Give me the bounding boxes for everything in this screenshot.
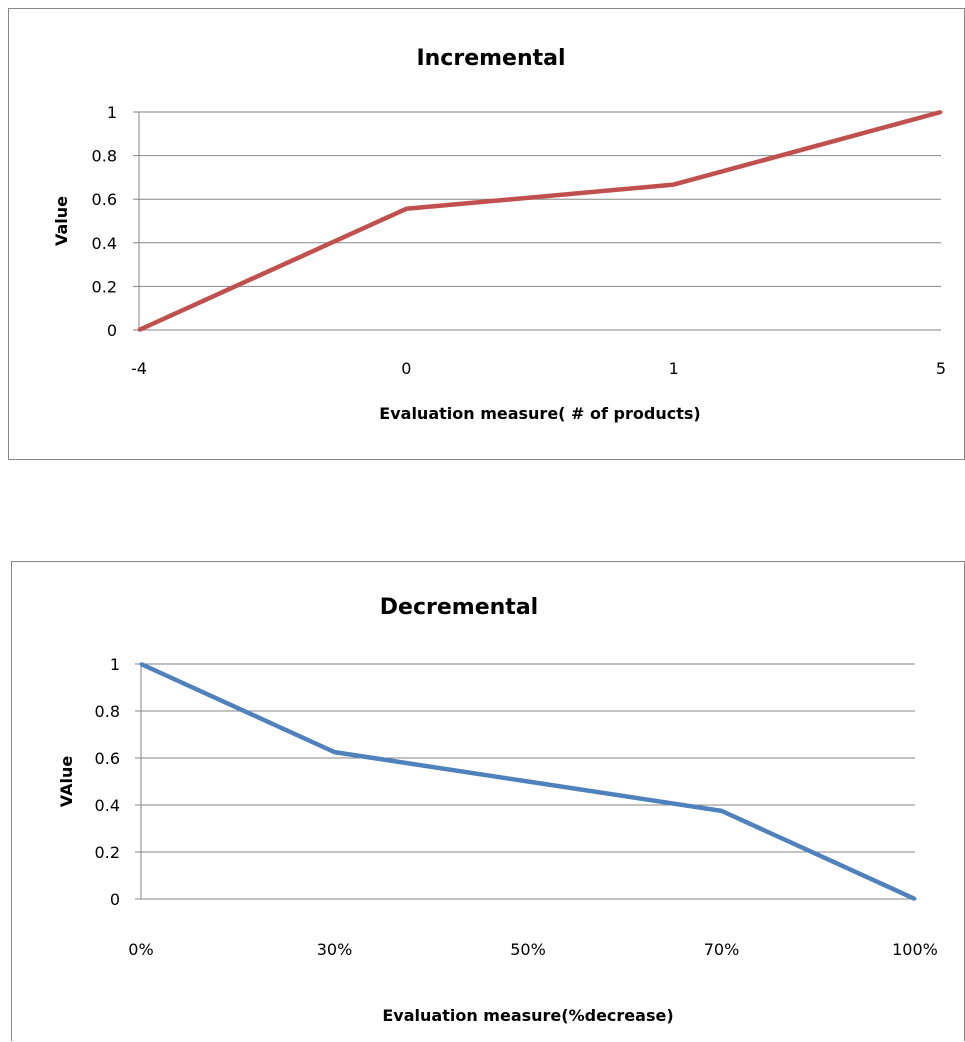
incremental-x-tick-label: -4 — [131, 359, 147, 378]
decremental-y-tick-label: 0 — [110, 890, 120, 909]
incremental-data-point — [137, 328, 141, 332]
decremental-y-tick-label: 0.8 — [95, 702, 120, 721]
decremental-chart-svg: Decremental 0 0.2 0.4 0.6 0.8 1 0% 30% 50% 70% 100%… — [57, 595, 938, 1025]
incremental-series-line — [138, 109, 942, 333]
incremental-chart-svg: Incremental 0 0.2 0.4 0.6 0.8 1 -4 0 1 5 Evaluation… — [52, 46, 946, 423]
decremental-data-point — [139, 662, 143, 666]
decremental-y-axis-title: VAlue — [57, 756, 76, 808]
incremental-x-axis-title: Evaluation measure( # of products) — [379, 404, 700, 423]
decremental-x-tick-label: 70% — [704, 940, 740, 959]
incremental-x-tick-label: 0 — [401, 359, 411, 378]
decremental-data-point — [913, 897, 917, 901]
decremental-data-point — [526, 780, 530, 783]
decremental-gridlines — [135, 663, 915, 900]
incremental-y-tick-label: 0.2 — [92, 277, 117, 296]
incremental-y-axis-title: Value — [52, 196, 71, 246]
incremental-x-tick-label: 1 — [669, 359, 679, 378]
decremental-chart-title: Decremental — [380, 595, 538, 620]
decremental-y-tick-label: 0.4 — [95, 796, 120, 815]
incremental-y-tick-label: 0 — [107, 321, 117, 340]
decremental-x-axis-title: Evaluation measure(%decrease) — [382, 1006, 673, 1025]
incremental-y-tick-label: 0.4 — [92, 234, 117, 253]
decremental-chart: Decremental 0 0.2 0.4 0.6 0.8 1 0% 30% 50% 70% 100%… — [11, 561, 965, 1041]
decremental-data-point — [720, 809, 723, 813]
decremental-x-tick-label: 30% — [317, 940, 353, 959]
decremental-data-point — [333, 750, 336, 754]
incremental-data-point — [672, 183, 676, 187]
incremental-y-tick-label: 1 — [107, 103, 117, 122]
decremental-y-tick-label: 0.2 — [95, 843, 120, 862]
decremental-x-tick-label: 100% — [892, 940, 938, 959]
incremental-data-point — [939, 110, 943, 114]
incremental-data-point — [404, 207, 408, 211]
decremental-x-tick-label: 50% — [510, 940, 546, 959]
incremental-x-tick-label: 5 — [936, 359, 946, 378]
decremental-y-tick-label: 1 — [110, 655, 120, 674]
incremental-y-tick-label: 0.6 — [92, 190, 117, 209]
incremental-y-tick-label: 0.8 — [92, 147, 117, 166]
decremental-y-tick-label: 0.6 — [95, 749, 120, 768]
incremental-chart: Incremental 0 0.2 0.4 0.6 0.8 1 -4 0 1 5 Evaluation… — [8, 8, 965, 460]
decremental-x-tick-label: 0% — [128, 940, 153, 959]
incremental-chart-title: Incremental — [416, 46, 565, 71]
incremental-gridlines — [133, 111, 941, 331]
